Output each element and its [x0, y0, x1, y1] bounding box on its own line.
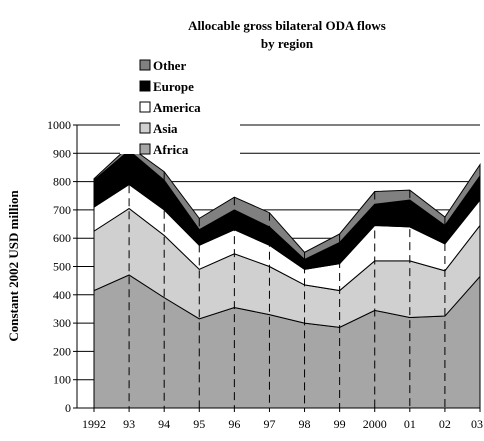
- y-tick-label: 200: [53, 344, 71, 358]
- y-tick-label: 900: [53, 146, 71, 160]
- legend-label-africa: Africa: [153, 142, 189, 157]
- legend-swatch-america: [139, 101, 151, 113]
- legend-label-other: Other: [153, 58, 186, 73]
- x-tick-label: 03: [471, 417, 483, 431]
- legend: Other Europe America Asia Africa: [120, 54, 240, 157]
- x-tick-label: 01: [404, 417, 416, 431]
- legend-label-america: America: [153, 100, 201, 115]
- chart-title-line1: Allocable gross bilateral ODA flows: [188, 18, 386, 33]
- x-tick-label: 97: [263, 417, 275, 431]
- y-tick-label: 0: [65, 401, 71, 415]
- x-tick-label: 2000: [363, 417, 387, 431]
- legend-swatch-asia: [139, 122, 151, 134]
- legend-label-europe: Europe: [153, 79, 194, 94]
- x-tick-label: 98: [299, 417, 311, 431]
- legend-swatch-europe: [139, 80, 151, 92]
- y-tick-label: 700: [53, 203, 71, 217]
- y-tick-label: 300: [53, 316, 71, 330]
- y-tick-label: 600: [53, 231, 71, 245]
- y-tick-label: 800: [53, 175, 71, 189]
- chart-title-line2: by region: [261, 36, 314, 51]
- y-axis-label: Constant 2002 USD million: [6, 190, 21, 342]
- x-tick-label: 02: [439, 417, 451, 431]
- x-tick-label: 1992: [82, 417, 106, 431]
- x-tick-label: 94: [158, 417, 170, 431]
- legend-swatch-other: [139, 59, 151, 71]
- y-tick-label: 1000: [47, 118, 71, 132]
- y-axis-ticks: 0 100 200 300 400 500 600 700 800 900 1000: [47, 118, 77, 415]
- y-tick-label: 100: [53, 373, 71, 387]
- y-tick-label: 500: [53, 260, 71, 274]
- y-tick-label: 400: [53, 288, 71, 302]
- x-axis-ticks: 1992 93 94 95 96 97 98 99 2000 01 02 03: [82, 408, 483, 431]
- legend-swatch-africa: [139, 143, 151, 155]
- area-series: [93, 145, 481, 409]
- x-tick-label: 96: [228, 417, 240, 431]
- dashed-year-lines: [93, 146, 481, 408]
- x-tick-label: 93: [123, 417, 135, 431]
- x-tick-label: 99: [334, 417, 346, 431]
- x-tick-label: 95: [193, 417, 205, 431]
- legend-label-asia: Asia: [153, 121, 178, 136]
